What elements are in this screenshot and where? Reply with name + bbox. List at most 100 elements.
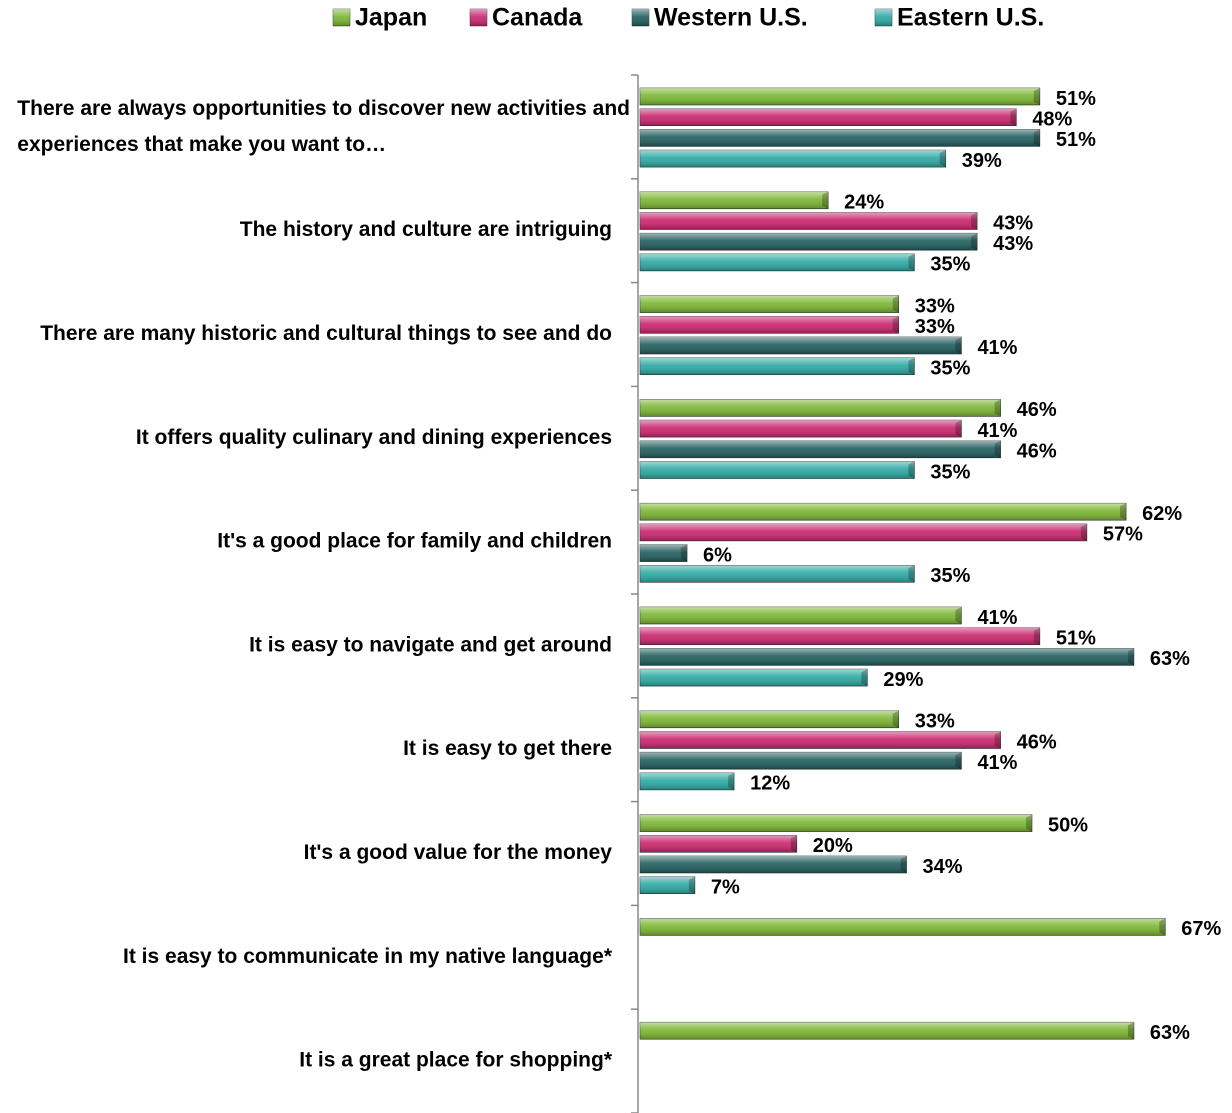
bar-end-cap (790, 835, 797, 853)
bar-end-cap (971, 212, 978, 230)
value-label: 51% (1056, 88, 1096, 110)
bar-shine (640, 357, 915, 375)
bar-end-cap (1033, 627, 1040, 645)
value-label: 20% (813, 835, 853, 857)
legend-label: Japan (355, 4, 427, 32)
value-label: 39% (962, 150, 1002, 172)
value-label: 35% (930, 254, 970, 276)
bar-shine (640, 856, 907, 873)
bar-end-cap (1120, 503, 1127, 521)
bar-shine (640, 544, 688, 562)
bar-shine (640, 607, 962, 624)
bar-shine (640, 503, 1127, 521)
legend-label: Canada (492, 4, 583, 32)
bar-end-cap (994, 731, 1001, 749)
bar-end-cap (688, 876, 695, 894)
value-label: 63% (1150, 648, 1190, 670)
bar-shine (640, 191, 829, 209)
bar-shine (640, 150, 946, 168)
legend-swatch-shine (632, 9, 649, 26)
bar-shine (640, 627, 1040, 645)
legend-label: Eastern U.S. (897, 4, 1044, 32)
value-label: 67% (1181, 918, 1221, 940)
value-label: 62% (1142, 503, 1182, 525)
bar-shine (640, 108, 1017, 126)
bar-end-cap (1080, 523, 1087, 541)
value-label: 46% (1017, 441, 1057, 463)
value-label: 41% (977, 607, 1017, 629)
value-label: 33% (915, 711, 955, 733)
value-label: 41% (977, 752, 1017, 774)
bar-shine (640, 710, 899, 728)
category-label: There are always opportunities to discov… (17, 96, 630, 155)
bar-shine (640, 565, 915, 583)
bar-end-cap (728, 772, 735, 790)
legend-swatch-shine (470, 9, 487, 26)
value-label: 43% (993, 212, 1033, 234)
bar-shine (640, 752, 962, 770)
value-label: 7% (711, 876, 740, 898)
bar-end-cap (994, 440, 1001, 458)
category-label: It is easy to communicate in my native l… (123, 945, 613, 968)
category-label: It is easy to get there (403, 737, 612, 760)
bar-end-cap (900, 856, 907, 873)
value-label: 63% (1150, 1022, 1190, 1044)
bar-end-cap (1010, 108, 1017, 126)
bar-end-cap (1033, 88, 1040, 105)
value-label: 41% (977, 420, 1017, 442)
value-label: 29% (883, 669, 923, 691)
bar-shine (640, 440, 1001, 458)
bar-end-cap (908, 565, 915, 583)
category-label: It is a great place for shopping* (299, 1049, 613, 1072)
value-label: 43% (993, 233, 1033, 255)
bar-shine (640, 337, 962, 354)
bar-end-cap (1127, 1022, 1134, 1040)
value-label: 6% (703, 544, 732, 566)
bar-end-cap (955, 337, 962, 354)
bar-end-cap (955, 420, 962, 438)
bar-shine (640, 461, 915, 479)
value-label: 35% (930, 565, 970, 587)
value-label: 12% (750, 773, 790, 795)
bar-end-cap (908, 357, 915, 375)
bar-shine (640, 233, 978, 251)
bar-end-cap (1159, 918, 1166, 936)
value-label: 41% (977, 337, 1017, 359)
category-label: It is easy to navigate and get around (249, 633, 612, 656)
bar-end-cap (1026, 814, 1032, 832)
bar-shine (640, 295, 899, 313)
bar-end-cap (892, 295, 899, 313)
bar-end-cap (955, 752, 962, 770)
legend-swatch-shine (875, 9, 892, 26)
bar-end-cap (908, 253, 915, 271)
category-label: It's a good value for the money (304, 841, 613, 864)
bar-end-cap (892, 316, 899, 334)
bar-shine (640, 918, 1166, 936)
bar-end-cap (1127, 648, 1134, 666)
category-label: The history and culture are intriguing (240, 218, 612, 241)
value-label: 33% (915, 316, 955, 338)
bar-shine (640, 1022, 1134, 1040)
value-label: 50% (1048, 814, 1088, 836)
bar-shine (640, 648, 1134, 666)
bar-end-cap (892, 710, 899, 728)
bar-end-cap (681, 544, 688, 562)
value-label: 46% (1017, 399, 1057, 421)
bar-shine (640, 129, 1040, 147)
bar-shine (640, 772, 735, 790)
legend-label: Western U.S. (654, 4, 808, 32)
bar-end-cap (955, 607, 962, 624)
bar-end-cap (861, 669, 868, 687)
bar-end-cap (971, 233, 978, 251)
value-label: 46% (1017, 731, 1057, 753)
bar-shine (640, 731, 1001, 749)
bar-shine (640, 876, 695, 894)
value-label: 24% (844, 192, 884, 214)
value-label: 33% (915, 295, 955, 317)
category-label: There are many historic and cultural thi… (40, 322, 612, 345)
value-label: 51% (1056, 627, 1096, 649)
bar-shine (640, 316, 899, 334)
bar-shine (640, 835, 797, 853)
bar-shine (640, 523, 1087, 541)
bar-shine (640, 212, 978, 230)
